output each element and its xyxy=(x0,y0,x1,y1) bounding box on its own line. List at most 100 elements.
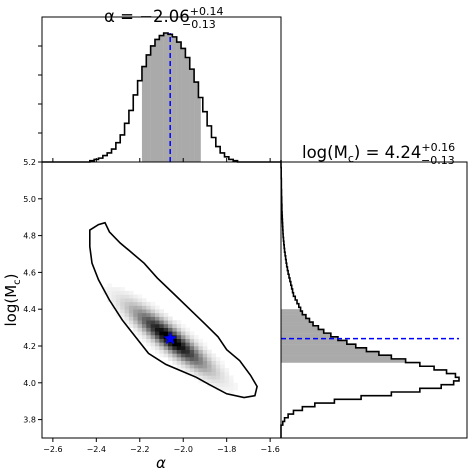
density-cell xyxy=(172,338,178,343)
density-cell xyxy=(172,331,178,336)
top-marginal-panel xyxy=(38,16,282,163)
density-cell xyxy=(176,353,182,358)
density-cell xyxy=(228,375,234,380)
density-cell xyxy=(176,349,182,354)
logmc-histogram-outline xyxy=(280,160,460,438)
density-cell xyxy=(176,360,182,365)
density-cell xyxy=(202,371,208,376)
density-cell xyxy=(150,309,156,314)
density-cell xyxy=(220,386,225,391)
density-cell xyxy=(133,298,138,303)
logmc-interval-bin xyxy=(281,329,324,334)
density-cell xyxy=(124,294,130,299)
logmc-interval-bin xyxy=(281,351,379,356)
x-axis-label: α xyxy=(156,454,166,472)
density-cell xyxy=(176,334,182,339)
density-cell xyxy=(176,357,182,362)
density-cell xyxy=(198,357,204,362)
logmc-interval-bin xyxy=(281,309,301,312)
density-cell xyxy=(133,331,138,336)
density-cell xyxy=(137,301,143,306)
density-cell xyxy=(202,349,208,354)
density-cell xyxy=(159,353,164,358)
density-cell xyxy=(168,342,173,347)
density-cell xyxy=(154,316,160,321)
density-cell xyxy=(220,360,225,365)
density-cell xyxy=(163,327,169,332)
alpha-interval-bin xyxy=(172,36,177,163)
density-cell xyxy=(128,323,134,328)
density-cell xyxy=(211,353,217,358)
density-cell xyxy=(194,360,199,365)
alpha-interval-bin xyxy=(181,48,186,163)
density-cell xyxy=(215,371,221,376)
density-cell xyxy=(146,331,151,336)
y-axis-label: log(Mc) xyxy=(2,273,23,326)
density-cell xyxy=(211,371,217,376)
density-cell xyxy=(198,364,204,369)
density-cell xyxy=(220,379,225,384)
density-cell xyxy=(207,353,212,358)
density-cell xyxy=(198,342,204,347)
density-cell xyxy=(141,323,147,328)
density-cell xyxy=(137,305,143,310)
density-cell xyxy=(168,353,173,358)
density-cell xyxy=(194,353,199,358)
density-cell xyxy=(168,327,173,332)
density-cell xyxy=(159,342,164,347)
density-cell xyxy=(133,294,138,299)
density-cell xyxy=(154,331,160,336)
density-cell xyxy=(133,301,138,306)
logmc-interval-bin xyxy=(281,333,331,337)
density-cell xyxy=(215,382,221,387)
joint-panel: −2.6 −2.4 −2.2 −2.0 −1.8 −1.6 3.8 4.0 4.2 4.4 4.6 4… xyxy=(2,158,282,472)
density-cell xyxy=(137,316,143,321)
density-cell xyxy=(133,316,138,321)
density-cell xyxy=(120,298,125,303)
density-cell xyxy=(202,357,208,362)
density-cell xyxy=(154,338,160,343)
density-cell xyxy=(115,301,121,306)
density-cell xyxy=(163,342,169,347)
density-cell xyxy=(128,320,134,325)
density-cell xyxy=(146,334,151,339)
density-cell xyxy=(176,327,182,332)
density-cell xyxy=(185,346,191,350)
density-cell xyxy=(150,342,156,347)
density-cell xyxy=(198,338,204,343)
right-title-sup: +0.16 xyxy=(421,141,455,154)
density-cell xyxy=(124,312,130,317)
density-cell xyxy=(120,287,125,292)
density-cell xyxy=(150,320,156,325)
top-title-sup: +0.14 xyxy=(190,5,224,18)
right-title-mid: ) = 4.24 xyxy=(354,143,422,162)
density-cell xyxy=(128,294,134,299)
density-cell xyxy=(198,346,204,350)
density-cell xyxy=(154,346,160,350)
density-cell xyxy=(107,290,112,295)
density-cell xyxy=(124,290,130,295)
y-tick-label: 4.8 xyxy=(23,232,36,241)
density-cell xyxy=(198,379,204,384)
right-panel-frame xyxy=(280,161,468,439)
density-cell xyxy=(168,357,173,362)
density-cell xyxy=(128,301,134,306)
density-cell xyxy=(115,294,121,299)
density-cell xyxy=(159,312,164,317)
density-cell xyxy=(176,342,182,347)
density-cell xyxy=(111,298,117,303)
density-cell xyxy=(172,323,178,328)
density-cell xyxy=(146,305,151,310)
density-cell xyxy=(181,323,186,328)
density-cell xyxy=(159,346,164,350)
density-cell xyxy=(211,379,217,384)
y-tick-label: 4.6 xyxy=(23,268,36,277)
density-cell xyxy=(176,338,182,343)
density-cell xyxy=(128,312,134,317)
density-cell xyxy=(215,360,221,365)
density-cell xyxy=(141,331,147,336)
density-cell xyxy=(150,331,156,336)
density-cell xyxy=(168,320,173,325)
density-cell xyxy=(194,334,199,339)
density-cell xyxy=(189,353,195,358)
